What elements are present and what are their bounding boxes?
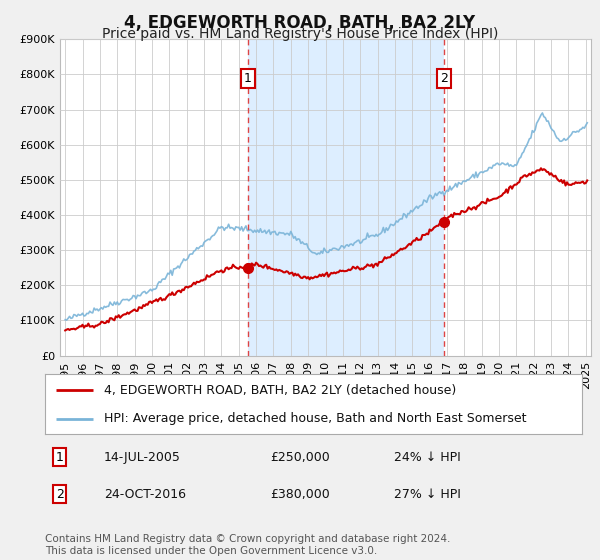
Text: HPI: Average price, detached house, Bath and North East Somerset: HPI: Average price, detached house, Bath… (104, 412, 527, 426)
Text: 27% ↓ HPI: 27% ↓ HPI (394, 488, 461, 501)
Text: 1: 1 (244, 72, 252, 85)
Text: 2: 2 (56, 488, 64, 501)
Text: 2: 2 (440, 72, 448, 85)
Bar (248, 39, 443, 356)
Text: £250,000: £250,000 (271, 451, 330, 464)
Text: Contains HM Land Registry data © Crown copyright and database right 2024.
This d: Contains HM Land Registry data © Crown c… (45, 534, 451, 556)
Text: 14-JUL-2005: 14-JUL-2005 (104, 451, 181, 464)
Text: £380,000: £380,000 (271, 488, 330, 501)
Text: 1: 1 (56, 451, 64, 464)
Text: 4, EDGEWORTH ROAD, BATH, BA2 2LY (detached house): 4, EDGEWORTH ROAD, BATH, BA2 2LY (detach… (104, 384, 457, 397)
Text: Price paid vs. HM Land Registry's House Price Index (HPI): Price paid vs. HM Land Registry's House … (102, 27, 498, 41)
Text: 24-OCT-2016: 24-OCT-2016 (104, 488, 186, 501)
Text: 24% ↓ HPI: 24% ↓ HPI (394, 451, 461, 464)
Text: 4, EDGEWORTH ROAD, BATH, BA2 2LY: 4, EDGEWORTH ROAD, BATH, BA2 2LY (124, 14, 476, 32)
